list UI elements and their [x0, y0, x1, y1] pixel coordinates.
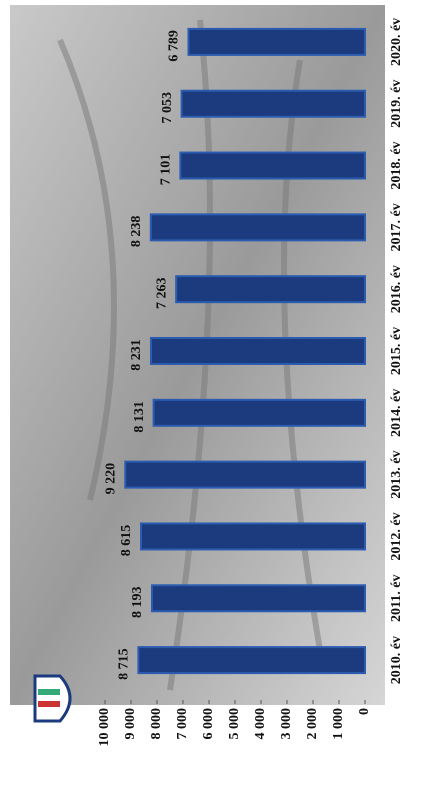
bar — [150, 584, 366, 613]
y-tick-label: 4 000 — [253, 708, 268, 740]
y-tick-label: 6 000 — [201, 708, 216, 740]
bar — [137, 646, 366, 675]
x-tick-label: 2016. év — [389, 265, 404, 313]
y-tick-label: 7 000 — [175, 708, 190, 740]
bar — [180, 89, 366, 118]
bar — [124, 460, 366, 489]
x-tick-label: 2018. év — [389, 141, 404, 189]
value-label: 6 789 — [167, 30, 182, 62]
x-tick-label: 2010. év — [389, 636, 404, 684]
bar — [149, 337, 366, 365]
x-tick-label: 2020. év — [389, 18, 404, 66]
plot: 0 1 000 2 000 3 000 4 000 5 000 6 000 7 000 8 00… — [33, 18, 404, 747]
x-tick-label: 2013. év — [389, 451, 404, 499]
value-label: 7 263 — [154, 277, 169, 309]
y-tick-label: 3 000 — [279, 708, 294, 740]
police-logo — [33, 674, 72, 723]
bar — [140, 522, 366, 551]
value-label: 7 053 — [160, 92, 175, 124]
value-label: 9 220 — [103, 463, 118, 495]
x-tick-label: 2019. év — [389, 80, 404, 128]
y-tick-label: 10 000 — [97, 708, 112, 747]
x-tick-label: 2011. év — [389, 575, 404, 622]
y-tick-label: 0 — [357, 708, 372, 715]
y-tick-label: 5 000 — [227, 708, 242, 740]
value-label: 8 238 — [129, 216, 144, 248]
x-tick-label: 2014. év — [389, 389, 404, 437]
value-label: 8 715 — [117, 648, 132, 680]
y-tick-label: 2 000 — [305, 708, 320, 740]
bar — [179, 151, 366, 180]
value-label: 7 101 — [159, 154, 174, 186]
bar — [149, 213, 366, 242]
x-tick-label: 2017. év — [389, 203, 404, 251]
bar — [175, 275, 366, 304]
y-tick-label: 9 000 — [123, 708, 138, 740]
y-tick-label: 1 000 — [331, 708, 346, 740]
value-label: 8 131 — [132, 401, 147, 433]
x-tick-label: 2012. év — [389, 512, 404, 560]
bar — [187, 27, 366, 56]
y-tick-label: 8 000 — [149, 708, 164, 740]
value-label: 8 615 — [119, 525, 134, 557]
value-label: 8 231 — [129, 339, 144, 371]
value-label: 8 193 — [130, 587, 145, 619]
bar — [152, 398, 366, 427]
x-tick-label: 2015. év — [389, 327, 404, 375]
